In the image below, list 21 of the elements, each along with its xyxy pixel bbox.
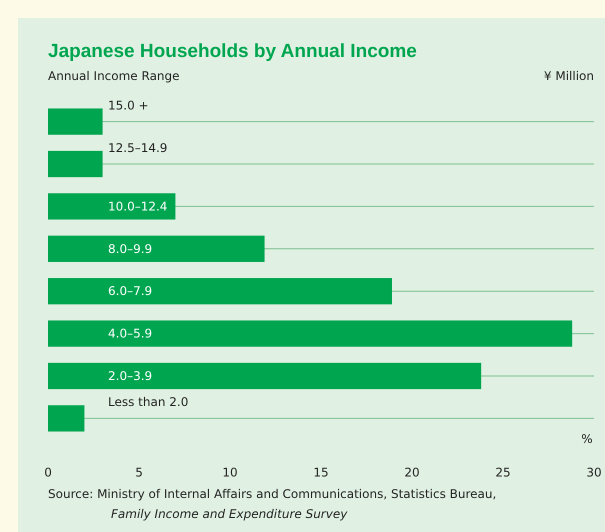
x-tick-label: 0: [44, 466, 52, 480]
source-note: Source: Ministry of Internal Affairs and Communications, Statistics Bureau,: [48, 487, 496, 501]
y-tick-label: Less than 2.0: [108, 395, 188, 410]
x-tick-label: 20: [404, 466, 420, 480]
text: Family Income and Expenditure Survey: [111, 507, 348, 521]
y-tick-label: 10.0–12.4: [108, 199, 168, 214]
y-tick-label: 15.0 +: [108, 98, 149, 112]
chart-title: Japanese Households by Annual Income: [48, 41, 417, 62]
x-tick-label: 5: [135, 466, 143, 480]
x-tick-label: 15: [313, 466, 329, 480]
x-tick-label: 30: [586, 466, 602, 480]
x-axis-title: %: [581, 432, 593, 446]
x-tick-label: 10: [222, 466, 238, 480]
y-tick-label: 2.0–3.9: [108, 368, 152, 383]
y-tick-label: 12.5–14.9: [108, 140, 168, 155]
y-axis-title: Annual Income Range: [48, 69, 180, 83]
y-tick-label: 4.0–5.9: [108, 326, 152, 341]
x-tick-label: 25: [495, 466, 511, 480]
annotation: ¥ Million: [544, 69, 594, 83]
y-tick-label: 6.0–7.9: [108, 284, 152, 298]
y-tick-label: 8.0–9.9: [108, 242, 152, 256]
